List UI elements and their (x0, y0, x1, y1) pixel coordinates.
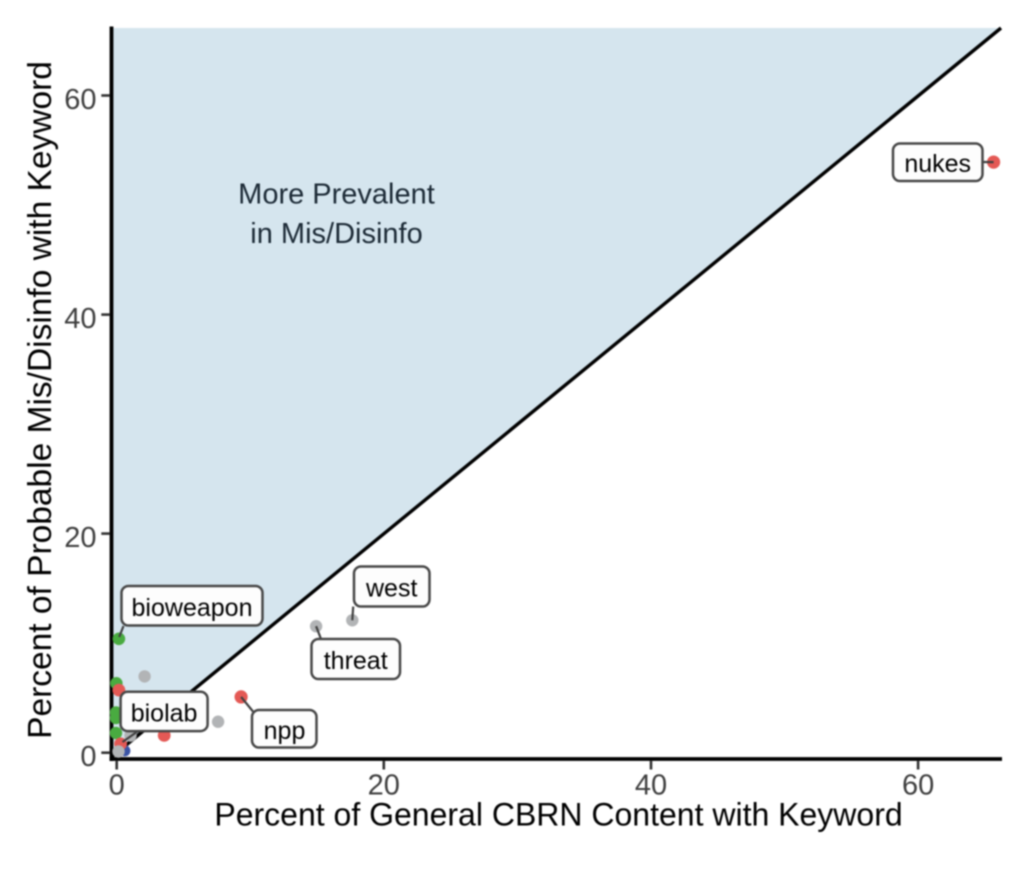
svg-text:60: 60 (64, 84, 96, 116)
svg-text:20: 20 (368, 770, 400, 802)
svg-text:Percent of Probable Mis/Disinf: Percent of Probable Mis/Disinfo with Key… (22, 61, 59, 739)
svg-text:west: west (365, 575, 417, 603)
svg-text:40: 40 (64, 303, 96, 335)
svg-text:nukes: nukes (904, 150, 971, 178)
svg-text:More Prevalent: More Prevalent (238, 179, 435, 211)
svg-text:20: 20 (64, 522, 96, 554)
svg-text:threat: threat (324, 647, 388, 675)
svg-text:biolab: biolab (131, 700, 198, 728)
svg-text:in Mis/Disinfo: in Mis/Disinfo (250, 218, 422, 250)
svg-text:0: 0 (80, 741, 96, 773)
svg-text:npp: npp (264, 717, 306, 745)
svg-text:0: 0 (109, 770, 125, 802)
svg-text:40: 40 (635, 770, 667, 802)
svg-text:60: 60 (902, 770, 934, 802)
svg-text:bioweapon: bioweapon (132, 594, 253, 622)
svg-text:Percent of General CBRN Conten: Percent of General CBRN Content with Key… (214, 797, 902, 833)
